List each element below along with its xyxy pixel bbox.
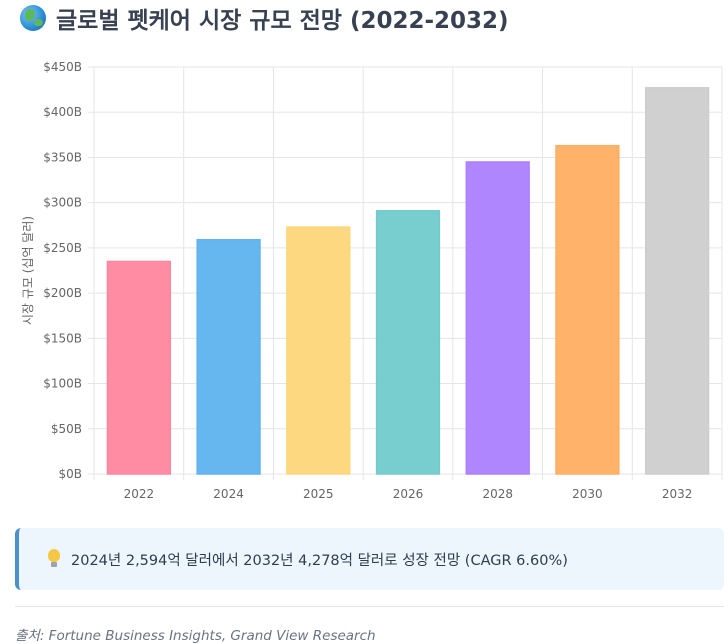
y-tick-label: $0B <box>58 467 82 481</box>
y-tick-label: $350B <box>43 150 82 164</box>
header: 글로벌 펫케어 시장 규모 전망 (2022-2032) <box>20 3 509 34</box>
source-note: 출처: Fortune Business Insights, Grand Vie… <box>15 628 376 644</box>
bar <box>375 210 441 475</box>
y-tick-label: $400B <box>43 105 82 119</box>
x-tick-label: 2032 <box>662 487 693 501</box>
x-tick-label: 2030 <box>572 487 603 501</box>
x-tick-label: 2022 <box>124 487 155 501</box>
bar-chart: $0B $50B $100B $150B $200B $250B $300B $350B $40… <box>21 60 723 501</box>
bar <box>465 161 530 475</box>
y-axis-label: 시장 규모 (십억 달러) <box>21 216 35 325</box>
insight-callout: 2024년 2,594억 달러에서 2032년 4,278억 달러로 성장 전망… <box>15 528 724 590</box>
y-tick-label: $150B <box>43 331 82 345</box>
bar <box>644 87 710 475</box>
callout-text: 2024년 2,594억 달러에서 2032년 4,278억 달러로 성장 전망… <box>71 552 568 569</box>
page-title: 글로벌 펫케어 시장 규모 전망 (2022-2032) <box>56 8 509 34</box>
x-tick-label: 2025 <box>303 487 334 501</box>
y-tick-label: $50B <box>51 422 82 436</box>
y-tick-label: $200B <box>43 286 82 300</box>
globe-icon <box>20 5 46 31</box>
bar <box>555 144 620 475</box>
lightbulb-icon <box>47 548 61 570</box>
x-tick-label: 2024 <box>213 487 244 501</box>
x-tick-label: 2028 <box>482 487 513 501</box>
bar <box>196 238 261 475</box>
bar <box>286 226 351 475</box>
bar <box>106 260 172 475</box>
y-tick-label: $300B <box>43 196 82 210</box>
y-tick-label: $450B <box>43 60 82 74</box>
x-tick-label: 2026 <box>393 487 424 501</box>
divider <box>15 606 724 607</box>
y-tick-label: $100B <box>43 377 82 391</box>
y-tick-label: $250B <box>43 241 82 255</box>
